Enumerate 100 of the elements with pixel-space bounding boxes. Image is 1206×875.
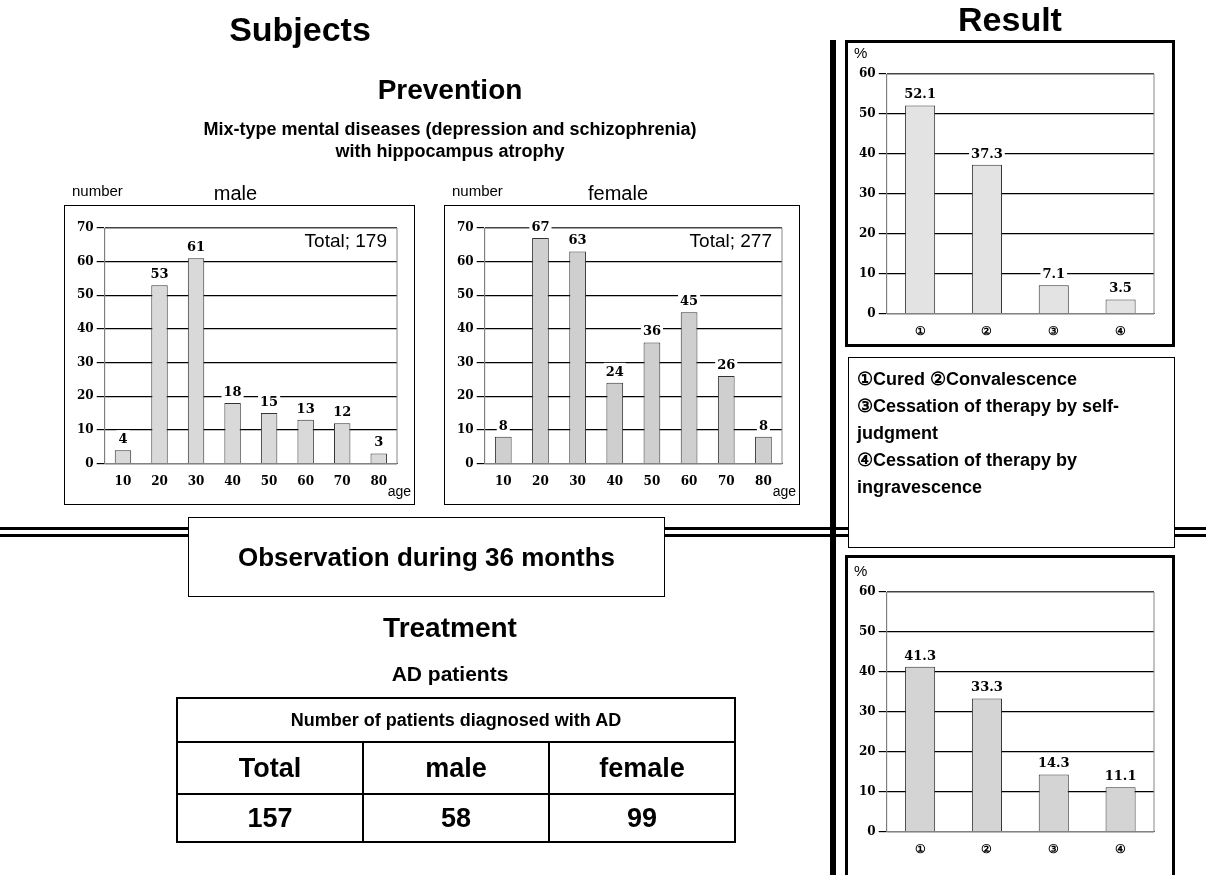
data-label: 3.5 <box>1109 280 1132 296</box>
y-tick-label: 0 <box>867 305 876 320</box>
data-label: 8 <box>498 417 508 433</box>
x-axis-title: age <box>772 482 797 499</box>
text: ③Cessation of therapy by self-judgment <box>857 395 1121 445</box>
text: Result <box>957 0 1063 39</box>
x-tick-label: 10 <box>494 473 512 488</box>
y-axis-title: % <box>854 561 868 579</box>
x-tick-label: 50 <box>643 473 661 488</box>
text: Number of patients diagnosed with AD <box>177 698 735 742</box>
data-label: 45 <box>680 293 699 309</box>
y-axis-title: number <box>72 181 123 199</box>
data-label: 7.1 <box>1042 266 1066 282</box>
x-tick-label: 30 <box>569 473 586 488</box>
x-tick-label: 30 <box>187 473 205 488</box>
x-tick-label: 20 <box>151 473 168 488</box>
y-axis-title: % <box>854 43 868 61</box>
y-tick-label: 60 <box>859 584 876 599</box>
text: 99 <box>549 794 735 842</box>
x-tick-label: 50 <box>260 473 278 488</box>
y-tick-label: 20 <box>77 388 94 403</box>
y-tick-label: 30 <box>859 185 876 200</box>
y-tick-label: 20 <box>457 388 474 403</box>
x-tick-label: 40 <box>224 473 241 488</box>
text: Mix-type mental diseases (depression and schizophrenia) with hippocampus atrophy <box>202 118 698 162</box>
y-tick-label: 40 <box>859 663 876 678</box>
data-label: 15 <box>260 393 279 409</box>
y-tick-label: 0 <box>85 455 94 470</box>
y-tick-label: 10 <box>859 265 876 280</box>
annotation: Total; 277 <box>689 229 772 251</box>
x-tick-label: ② <box>981 323 993 338</box>
data-label: 4 <box>118 431 128 447</box>
x-tick-label: 80 <box>755 473 772 488</box>
y-tick-label: 50 <box>859 624 876 639</box>
x-tick-label: 80 <box>370 473 388 488</box>
y-tick-label: 20 <box>859 743 876 758</box>
y-tick-label: 70 <box>457 220 474 235</box>
text: Observation during 36 months <box>188 517 665 597</box>
x-tick-label: ① <box>914 841 926 856</box>
y-tick-label: 60 <box>859 66 876 81</box>
x-tick-label: ② <box>981 841 993 856</box>
x-tick-label: 60 <box>680 473 698 488</box>
y-tick-label: 20 <box>859 225 876 240</box>
text: ①Cured ②Convalescence <box>857 368 1079 391</box>
y-tick-label: 50 <box>77 287 94 302</box>
text: 157 <box>177 794 363 842</box>
data-label: 13 <box>296 400 315 416</box>
text: Subjects <box>228 10 372 49</box>
y-tick-label: 50 <box>859 106 876 121</box>
data-label: 41.3 <box>904 647 936 663</box>
y-tick-label: 30 <box>77 354 94 369</box>
y-tick-label: 0 <box>867 823 876 838</box>
text: Prevention <box>376 74 524 106</box>
data-label: 67 <box>531 218 550 234</box>
y-tick-label: 60 <box>77 253 94 268</box>
data-label: 61 <box>187 239 206 255</box>
data-label: 11.1 <box>1104 768 1137 784</box>
x-tick-label: 70 <box>717 473 735 488</box>
text: 58 <box>363 794 549 842</box>
y-tick-label: 50 <box>457 287 474 302</box>
chart-title: female <box>587 181 649 204</box>
text: Total <box>177 742 363 794</box>
x-tick-label: ③ <box>1048 323 1060 338</box>
chart-title: male <box>213 181 258 204</box>
x-tick-label: 20 <box>532 473 549 488</box>
x-tick-label: 40 <box>606 473 624 488</box>
x-tick-label: 60 <box>297 473 315 488</box>
x-tick-label: ④ <box>1115 841 1127 856</box>
data-label: 37.3 <box>971 145 1003 161</box>
y-tick-label: 60 <box>457 253 474 268</box>
x-tick-label: ① <box>914 323 926 338</box>
data-label: 3 <box>374 434 384 450</box>
data-label: 24 <box>605 363 624 379</box>
text: Treatment <box>382 612 518 644</box>
y-tick-label: 30 <box>859 703 876 718</box>
data-label: 26 <box>717 356 736 372</box>
text: ④Cessation of therapy by ingravescence <box>857 449 1079 499</box>
data-label: 33.3 <box>971 679 1003 695</box>
data-label: 18 <box>223 383 242 399</box>
x-tick-label: ④ <box>1115 323 1127 338</box>
data-label: 52.1 <box>904 86 936 102</box>
y-tick-label: 10 <box>859 783 876 798</box>
data-label: 53 <box>150 266 169 282</box>
y-tick-label: 30 <box>457 354 474 369</box>
x-tick-label: 70 <box>333 473 351 488</box>
data-label: 12 <box>333 404 352 420</box>
data-label: 14.3 <box>1037 755 1070 771</box>
y-tick-label: 40 <box>859 145 876 160</box>
y-axis-title: number <box>452 181 503 199</box>
data-label: 36 <box>642 323 661 339</box>
annotation: Total; 179 <box>304 229 387 251</box>
text: male <box>363 742 549 794</box>
y-tick-label: 10 <box>77 422 94 437</box>
data-label: 63 <box>568 232 587 248</box>
x-tick-label: ③ <box>1048 841 1060 856</box>
y-tick-label: 0 <box>465 455 474 470</box>
y-tick-label: 10 <box>457 422 474 437</box>
text: female <box>549 742 735 794</box>
y-tick-label: 70 <box>77 220 94 235</box>
x-axis-title: age <box>387 482 412 499</box>
